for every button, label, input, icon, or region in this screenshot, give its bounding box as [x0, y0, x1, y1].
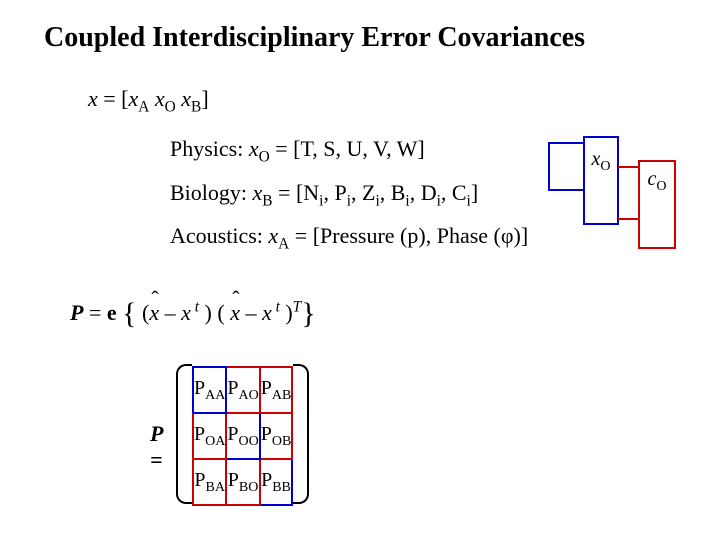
xo-callout-box: xO: [583, 136, 619, 225]
biology-n: = [N: [273, 180, 320, 205]
cov-minus2: –: [240, 300, 262, 325]
biology-z: , Z: [351, 180, 375, 205]
sv-xo: x: [155, 86, 165, 111]
biology-var: x: [253, 180, 263, 205]
acoustics-rest: = [Pressure (p), Phase (φ)]: [289, 223, 528, 248]
physics-sub: O: [259, 148, 270, 165]
matrix-cell: PAB: [260, 367, 293, 413]
biology-def: Biology: xB = [Ni, Pi, Zi, Bi, Di, Ci]: [170, 172, 528, 216]
cov-xhat2: x: [230, 300, 240, 325]
sv-close: ]: [201, 86, 208, 111]
covariance-equation: P = e { (x – x t ) ( x – x t )T}: [70, 294, 316, 328]
physics-def: Physics: xO = [T, S, U, V, W]: [170, 128, 528, 172]
cov-T: T: [293, 299, 302, 316]
cov-lbrace: {: [122, 297, 136, 330]
matrix-cell: PBA: [193, 459, 226, 505]
cov-eq: =: [83, 300, 106, 325]
matrix-right-bracket: [293, 364, 309, 504]
matrix-left-bracket: [176, 364, 192, 504]
cov-mid: ) (: [199, 300, 230, 325]
definitions-block: Physics: xO = [T, S, U, V, W] Biology: x…: [170, 128, 528, 259]
biology-sub: B: [262, 192, 272, 209]
page-title: Coupled Interdisciplinary Error Covarian…: [44, 22, 585, 54]
cov-P: P: [70, 300, 83, 325]
cov-t1: t: [191, 299, 199, 316]
matrix-cell: POB: [260, 413, 293, 459]
state-vector-def: x = [xA xO xB]: [88, 86, 209, 116]
cov-open: (: [137, 300, 150, 325]
acoustics-sub: A: [278, 236, 289, 253]
cov-rbrace: }: [301, 297, 315, 330]
physics-var: x: [249, 136, 259, 161]
biology-b: , B: [380, 180, 406, 205]
biology-close: ]: [471, 180, 478, 205]
xo-sub: O: [600, 159, 610, 174]
acoustics-var: x: [268, 223, 278, 248]
cov-t2: t: [272, 299, 280, 316]
sv-open: = [: [98, 86, 129, 111]
matrix-cell: PBB: [260, 459, 293, 505]
matrix-cell: PBO: [226, 459, 259, 505]
xo-connector: [548, 142, 585, 191]
biology-c: , C: [441, 180, 467, 205]
sv-xb-sub: B: [191, 98, 201, 115]
cov-xt1: x: [181, 300, 191, 325]
sv-lhs: x: [88, 86, 98, 111]
physics-rest: = [T, S, U, V, W]: [270, 136, 425, 161]
matrix-cell: POA: [193, 413, 226, 459]
biology-p: , P: [323, 180, 346, 205]
biology-d: , D: [410, 180, 437, 205]
matrix-cell: POO: [226, 413, 259, 459]
acoustics-label: Acoustics:: [170, 223, 268, 248]
matrix-cell: PAO: [226, 367, 259, 413]
acoustics-def: Acoustics: xA = [Pressure (p), Phase (φ)…: [170, 215, 528, 259]
cov-eps: e: [107, 300, 117, 325]
sv-xo-sub: O: [165, 98, 176, 115]
matrix-cell: PAA: [193, 367, 226, 413]
cov-minus1: –: [159, 300, 181, 325]
physics-label: Physics:: [170, 136, 249, 161]
co-sub: O: [656, 179, 666, 194]
matrix-wrap: PAAPAOPAB POAPOOPOB PBAPBOPBB: [192, 366, 293, 506]
cov-xhat1: x: [149, 300, 159, 325]
covariance-matrix: PAAPAOPAB POAPOOPOB PBAPBOPBB: [192, 366, 293, 506]
sv-xb: x: [181, 86, 191, 111]
co-callout-box: cO: [638, 160, 676, 249]
cov-xt2: x: [262, 300, 272, 325]
matrix-P-label: P =: [150, 421, 163, 473]
cov-close-inner: ): [280, 300, 293, 325]
biology-label: Biology:: [170, 180, 253, 205]
sv-xa: x: [129, 86, 139, 111]
co-connector: [618, 166, 638, 220]
sv-xa-sub: A: [138, 98, 149, 115]
